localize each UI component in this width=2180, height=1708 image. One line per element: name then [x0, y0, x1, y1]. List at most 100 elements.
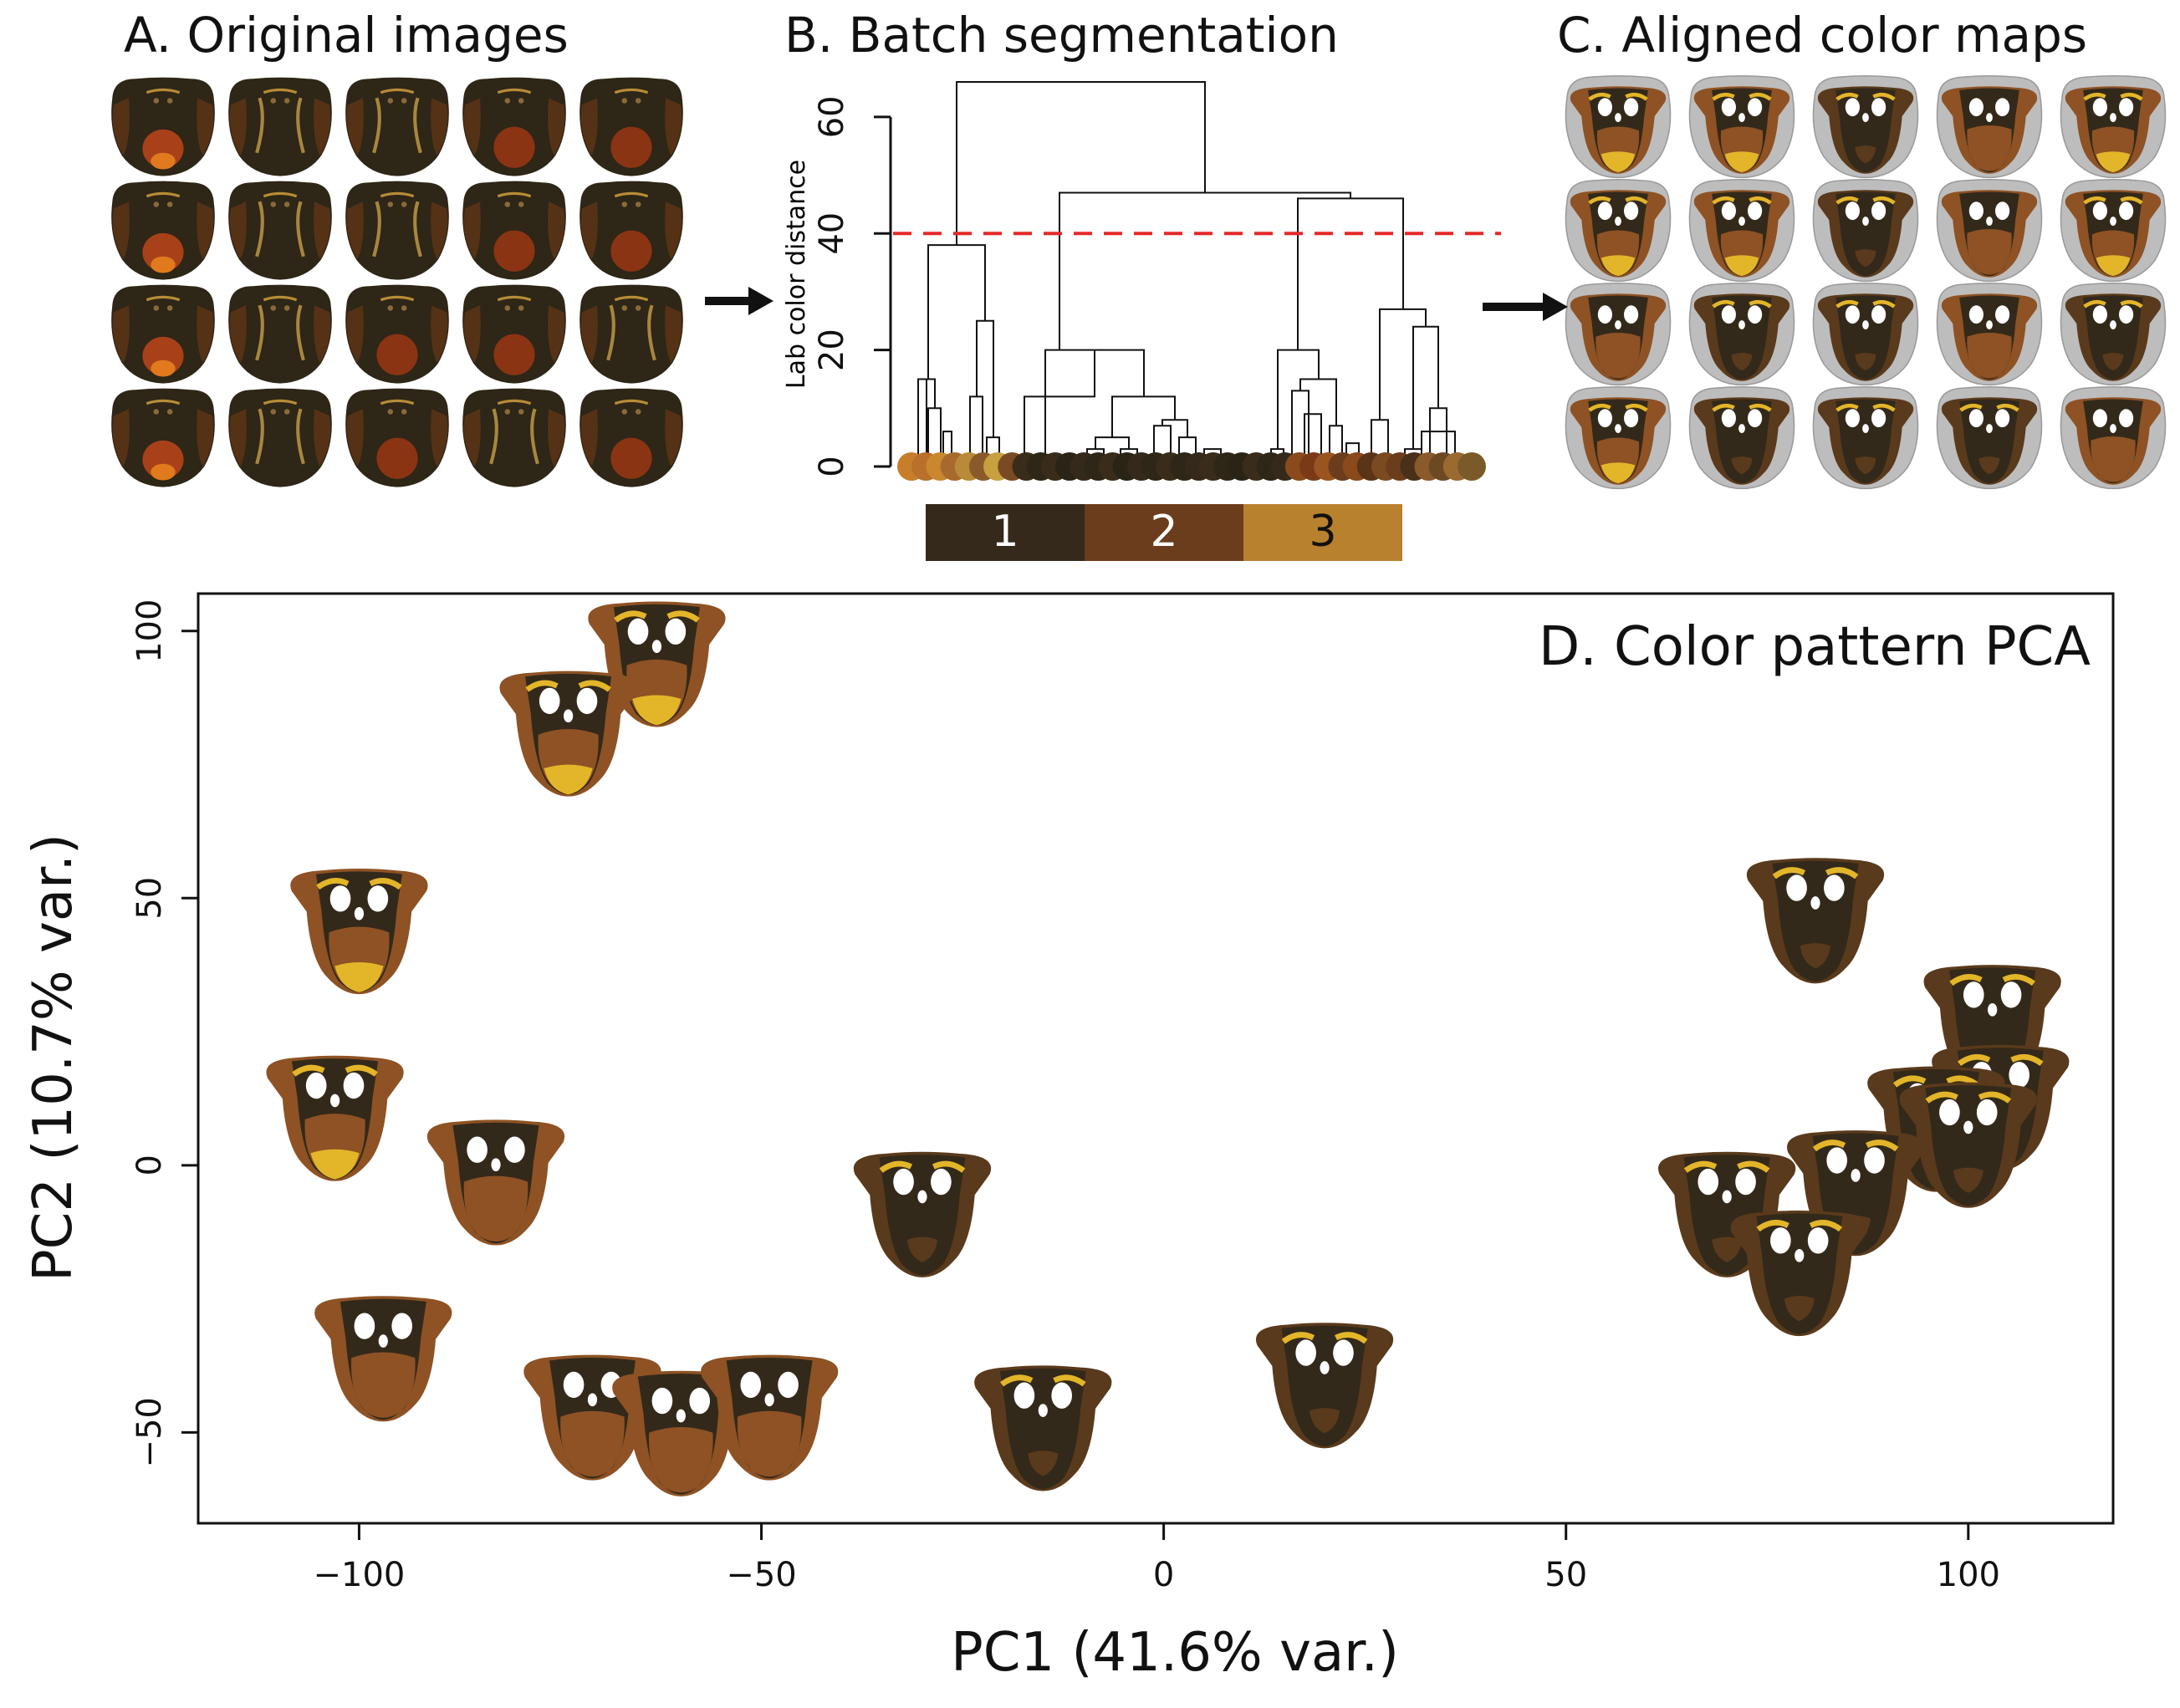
aligned-color-map-r4-c5 [2060, 385, 2167, 490]
dendrogram-link [1161, 419, 1188, 438]
pca-point-17 [1899, 1082, 2037, 1208]
cluster-3-label: 3 [1309, 507, 1336, 557]
pca-point-5 [426, 1119, 565, 1246]
original-images-grid [111, 77, 683, 487]
dendrogram-link [1304, 413, 1322, 467]
original-image-r4-c5 [579, 388, 683, 487]
dendrogram-link [1024, 349, 1095, 467]
pca-x-tick-label--50: −50 [726, 1556, 796, 1594]
pca-plot-frame [197, 592, 2115, 1525]
pca-x-axis-label: PC1 (41.6% var.) [951, 1622, 1399, 1684]
aligned-color-map-r1-c3 [1812, 74, 1919, 179]
pca-y-tick-label-0: 0 [130, 1155, 169, 1175]
dendrogram-link [1178, 436, 1197, 467]
cluster-1-swatch [926, 504, 1085, 561]
pca-x-tick-label-0: 0 [1153, 1556, 1174, 1594]
aligned-color-map-r2-c1 [1565, 178, 1672, 283]
pca-point-11 [974, 1365, 1112, 1491]
pca-y-axis-label: PC2 (10.7% var.) [23, 834, 84, 1282]
original-image-r3-c5 [579, 284, 683, 384]
original-image-r1-c4 [462, 77, 566, 176]
original-image-r3-c3 [345, 284, 449, 384]
pca-title: D. Color pattern PCA [1539, 616, 2091, 678]
original-image-r3-c1 [111, 284, 215, 384]
original-image-r4-c1 [111, 388, 215, 487]
aligned-color-map-r3-c2 [1688, 282, 1795, 386]
original-image-r2-c1 [111, 181, 215, 280]
pca-x-tick-label--100: −100 [313, 1556, 405, 1594]
aligned-color-map-r4-c2 [1688, 385, 1795, 490]
aligned-color-map-r4-c4 [1936, 385, 2043, 490]
aligned-color-map-r3-c4 [1936, 282, 2043, 386]
arrow-b-to-c [1483, 293, 1568, 321]
dendrogram-link [1299, 378, 1337, 426]
panel-b-title: B. Batch segmentation [784, 7, 1339, 64]
dendrogram-link [976, 319, 994, 438]
pca-point-12 [1255, 1323, 1394, 1449]
dendrogram-y-tick-label-60: 60 [813, 95, 851, 138]
pca-point-9 [701, 1354, 839, 1481]
original-image-r2-c2 [228, 181, 332, 280]
dendrogram-y-tick-label-40: 40 [813, 212, 851, 255]
pca-point-10 [853, 1151, 992, 1277]
aligned-color-map-r4-c1 [1565, 385, 1672, 490]
dendrogram-link [1429, 407, 1447, 467]
aligned-color-map-r2-c3 [1812, 178, 1919, 283]
aligned-color-map-r1-c4 [1936, 74, 2043, 179]
original-image-r4-c2 [228, 388, 332, 487]
dendrogram-link [1044, 349, 1145, 456]
pca-point-6 [314, 1296, 452, 1422]
dendrogram-link [1421, 431, 1456, 467]
dendrogram-link [1412, 325, 1439, 450]
panel-c-title: C. Aligned color maps [1557, 7, 2088, 64]
pca-y-tick-label-50: 50 [130, 877, 169, 920]
aligned-color-map-r2-c2 [1688, 178, 1795, 283]
original-image-r4-c3 [345, 388, 449, 487]
pca-scatter-plot: D. Color pattern PCA PC1 (41.6% var.) PC… [23, 592, 2115, 1684]
dendrogram-y-axis-label: Lab color distance [782, 160, 811, 389]
pca-point-3 [290, 869, 428, 995]
pca-x-tick-label-100: 100 [1937, 1556, 2000, 1594]
pca-point-4 [266, 1055, 404, 1181]
dendrogram-leaf-dot [1458, 452, 1486, 481]
original-image-r2-c4 [462, 181, 566, 280]
aligned-color-map-r3-c3 [1812, 282, 1919, 386]
dendrogram-link [1095, 436, 1130, 450]
dendrogram-y-tick-label-0: 0 [813, 456, 851, 477]
aligned-color-map-r1-c5 [2060, 74, 2167, 179]
cluster-2-swatch [1085, 504, 1243, 561]
pca-point-20 [1730, 1211, 1868, 1337]
original-image-r1-c2 [228, 77, 332, 176]
pca-point-2 [499, 670, 637, 797]
aligned-color-map-r4-c3 [1812, 385, 1919, 490]
pca-point-1 [588, 601, 726, 727]
pca-y-tick-label--50: −50 [130, 1397, 169, 1467]
original-image-r3-c4 [462, 284, 566, 384]
original-image-r1-c3 [345, 77, 449, 176]
cluster-1-label: 1 [991, 507, 1019, 557]
pca-point-8 [612, 1370, 750, 1496]
aligned-color-map-r1-c2 [1688, 74, 1795, 179]
aligned-color-map-r2-c4 [1936, 178, 2043, 283]
pca-y-tick-label-100: 100 [130, 599, 169, 663]
dendrogram-link [927, 407, 942, 467]
aligned-color-maps-grid [1565, 74, 2167, 490]
original-image-r2-c5 [579, 181, 683, 280]
pca-point-13 [1746, 858, 1885, 984]
aligned-color-map-r3-c5 [2060, 282, 2167, 386]
arrow-a-to-b [705, 287, 773, 315]
panel-a-title: A. Original images [124, 7, 569, 64]
dendrogram-link [1297, 197, 1404, 350]
aligned-color-map-r2-c5 [2060, 178, 2167, 283]
dendrogram-link [942, 431, 952, 467]
dendrogram-link [922, 378, 936, 409]
aligned-color-map-r3-c1 [1565, 282, 1672, 386]
dendrogram-link [1059, 191, 1351, 350]
original-image-r4-c4 [462, 388, 566, 487]
dendrogram-link [956, 81, 1206, 246]
dendrogram-link [1379, 308, 1427, 421]
original-image-r1-c5 [579, 77, 683, 176]
original-image-r2-c3 [345, 181, 449, 280]
cluster-2-label: 2 [1150, 507, 1177, 557]
